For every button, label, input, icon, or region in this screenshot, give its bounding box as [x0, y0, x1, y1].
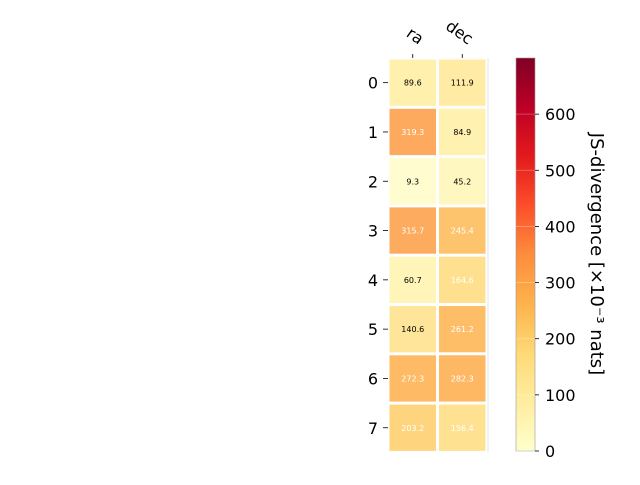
heatmap-cell [389, 256, 436, 303]
heatmap-cell [439, 404, 486, 451]
heatmap-cell [389, 59, 436, 106]
cell-value-label: 282.3 [451, 374, 474, 383]
cell-value-label: 60.7 [404, 276, 422, 285]
colorbar-tick-label: 100 [545, 386, 576, 405]
colorbar-ticks: 0 100 200 300 400 500 600 [516, 105, 576, 461]
y-tick-label: 3 [368, 222, 378, 241]
y-axis: 0 1 2 3 4 5 6 7 [368, 74, 388, 438]
cell-value-label: 111.9 [451, 79, 474, 88]
heatmap-grid: 89.6 111.9 319.3 84.9 9.3 45.2 315.7 245.4 60.7 1… [388, 58, 489, 453]
colorbar-tick-label: 500 [545, 161, 576, 180]
heatmap-cell [389, 404, 436, 451]
heatmap-cell [439, 306, 486, 353]
x-axis: ra dec [403, 16, 477, 58]
colorbar-gradient [515, 57, 536, 452]
y-tick-label: 5 [368, 320, 378, 339]
colorbar-tick-label: 0 [545, 442, 555, 461]
cell-value-label: 272.3 [401, 374, 424, 383]
colorbar-tick-label: 400 [545, 217, 576, 236]
cell-value-label: 84.9 [453, 128, 471, 137]
cell-value-label: 45.2 [453, 177, 471, 186]
heatmap-cell [389, 306, 436, 353]
y-tick-label: 4 [368, 271, 378, 290]
y-tick-label: 0 [368, 74, 378, 93]
heatmap-cell [439, 207, 486, 254]
colorbar-tick-label: 300 [545, 274, 576, 293]
cell-value-label: 261.2 [451, 325, 474, 334]
cell-value-label: 156.4 [451, 424, 474, 433]
cell-value-label: 89.6 [404, 79, 422, 88]
cell-value-label: 164.6 [451, 276, 474, 285]
heatmap-cell [439, 108, 486, 156]
heatmap-cell [389, 158, 436, 205]
colorbar-tick-label: 200 [545, 330, 576, 349]
heatmap-cell [389, 207, 436, 254]
heatmap-cell [389, 108, 436, 156]
y-tick-label: 6 [368, 369, 378, 388]
cell-value-label: 245.4 [451, 227, 474, 236]
y-tick-label: 2 [368, 172, 378, 191]
heatmap-cell [439, 59, 486, 106]
x-tick-label: ra [403, 23, 427, 48]
cell-value-label: 9.3 [406, 177, 419, 186]
cell-value-label: 319.3 [401, 128, 424, 137]
cell-value-label: 140.6 [401, 325, 424, 334]
heatmap-cell [439, 355, 486, 402]
heatmap-cell [439, 256, 486, 303]
colorbar: 0 100 200 300 400 500 600 JS-divergence [×10⁻³… [515, 57, 607, 461]
y-tick-label: 7 [368, 419, 378, 438]
heatmap-cell [389, 355, 436, 402]
colorbar-tick-label: 600 [545, 105, 576, 124]
y-tick-label: 1 [368, 123, 378, 142]
colorbar-label: JS-divergence [×10⁻³ nats] [586, 132, 607, 375]
cell-value-label: 315.7 [401, 227, 424, 236]
cell-value-label: 203.2 [401, 424, 424, 433]
heatmap-cell [439, 158, 486, 205]
x-tick-label: dec [442, 16, 476, 48]
